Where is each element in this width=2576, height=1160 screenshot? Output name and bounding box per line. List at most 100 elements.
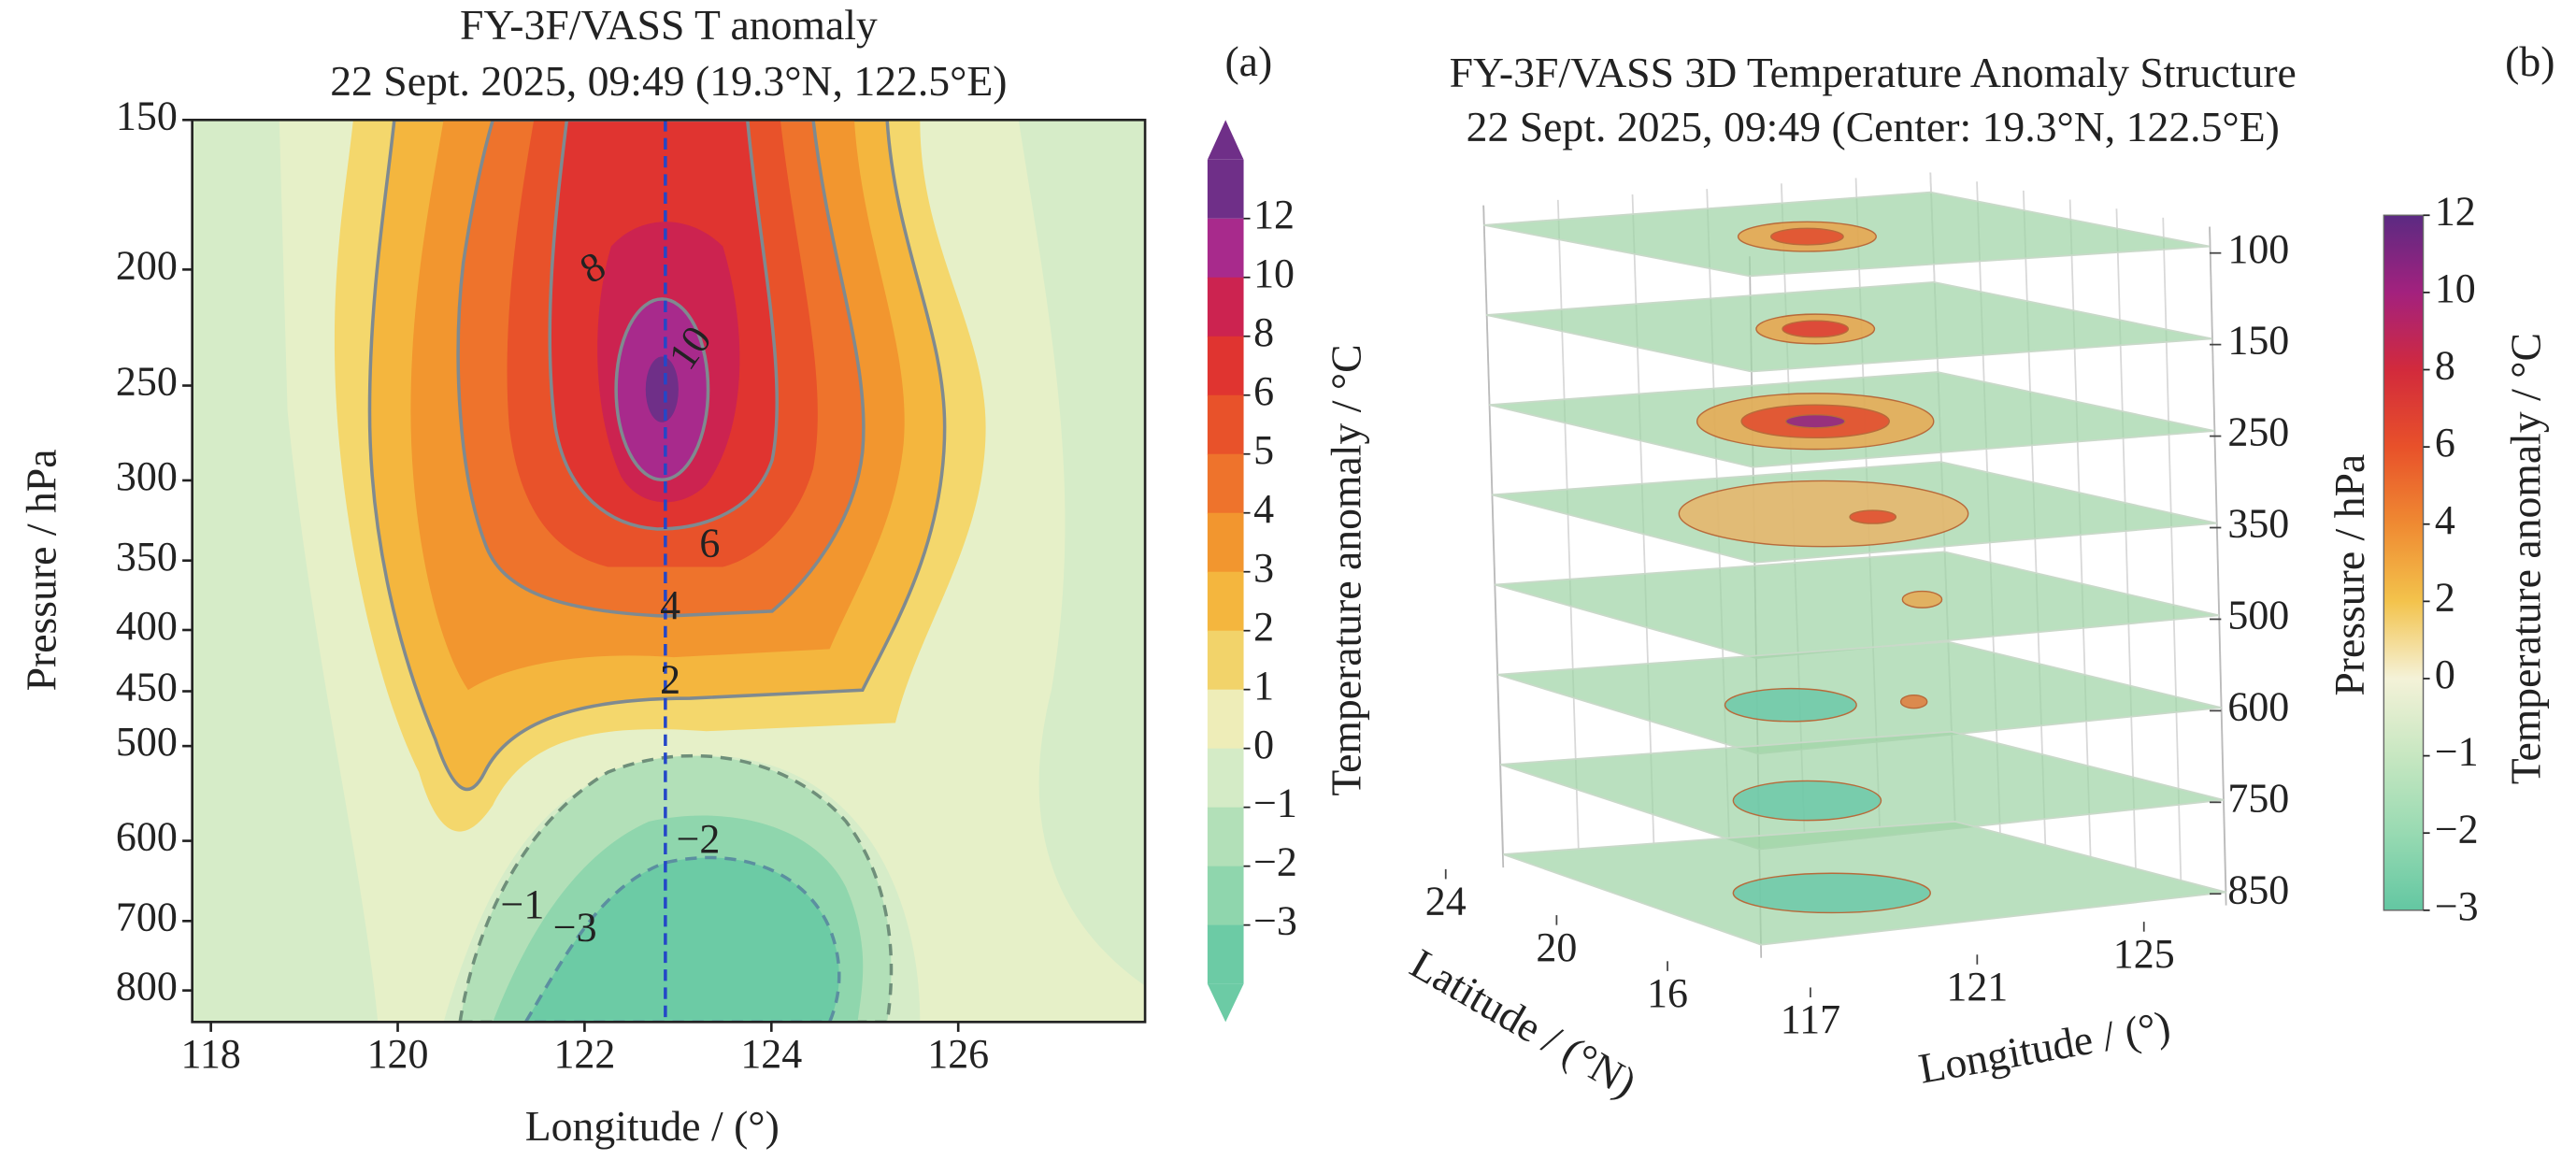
box-edge — [2209, 226, 2227, 906]
z-tick-label: 750 — [2227, 775, 2289, 821]
y-tick-label: 700 — [116, 894, 178, 939]
colorbar-band — [1207, 453, 1244, 514]
colorbar-tick-label: 8 — [2435, 343, 2455, 389]
anomaly-patch — [1849, 509, 1897, 524]
z-tick-label: 600 — [2227, 683, 2289, 729]
box-grid — [1556, 199, 1580, 850]
y-tick-label: 800 — [116, 964, 178, 1010]
colorbar-band — [1207, 159, 1244, 219]
colorbar-band — [1207, 630, 1244, 691]
field-region — [645, 356, 679, 422]
x-tick-label: 121 — [1946, 964, 2008, 1010]
panel-b: FY-3F/VASS 3D Temperature Anomaly Struct… — [1403, 37, 2555, 1107]
z-tick-label: 850 — [2227, 866, 2289, 912]
y-tick-label: 350 — [116, 534, 178, 580]
chart-subtitle: 22 Sept. 2025, 09:49 (Center: 19.3°N, 12… — [1467, 103, 2280, 150]
contour-label: −2 — [677, 816, 721, 862]
colorbar-tick-label: 5 — [1253, 427, 1274, 473]
y-tick-label: 300 — [116, 453, 178, 499]
contour-label: −1 — [501, 881, 545, 927]
y-axis-label: Pressure / hPa — [18, 450, 65, 692]
z-axis-label: Pressure / hPa — [2326, 454, 2373, 696]
chart-subtitle: 22 Sept. 2025, 09:49 (19.3°N, 122.5°E) — [330, 57, 1007, 105]
contour-label: −3 — [553, 905, 597, 951]
colorbar-tick-label: 8 — [1253, 309, 1274, 355]
colorbar-tick-label: 12 — [2435, 188, 2476, 234]
panel-a: FY-3F/VASS T anomaly 22 Sept. 2025, 09:4… — [18, 1, 1370, 1150]
x-tick-label: 117 — [1781, 996, 1840, 1042]
colorbar-tick-label: −2 — [2435, 806, 2479, 852]
y-tick-label: 600 — [116, 814, 178, 860]
colorbar-tick-label: 0 — [2435, 652, 2455, 697]
colorbar-band — [1207, 689, 1244, 750]
colorbar-tick-label: 6 — [1253, 368, 1274, 414]
x-axis-label: Longitude / (°) — [525, 1102, 780, 1150]
colorbar-tick-label: −1 — [2435, 729, 2479, 775]
colorbar-band — [1207, 748, 1244, 809]
colorbar-band — [1207, 336, 1244, 396]
anomaly-patch — [1784, 414, 1846, 429]
pressure-level-plane — [1494, 551, 2220, 660]
y-tick-label: 150 — [116, 93, 178, 138]
z-tick-label: 500 — [2227, 593, 2289, 638]
colorbar-band — [1207, 571, 1244, 632]
colorbar-band — [1207, 277, 1244, 337]
contour-label: 2 — [660, 656, 680, 702]
pressure-level-plane — [1496, 640, 2222, 755]
colorbar-band — [1207, 924, 1244, 984]
colorbar-tick-label: 2 — [1253, 604, 1274, 650]
x-tick-label: 122 — [553, 1031, 615, 1077]
anomaly-patch — [1770, 227, 1844, 246]
y-tick-label: 500 — [116, 719, 178, 765]
colorbar-tick-label: 3 — [1253, 545, 1274, 591]
panel-label: (a) — [1224, 37, 1272, 85]
y-tick-label: 450 — [116, 665, 178, 710]
x-tick-label: 120 — [367, 1031, 429, 1077]
anomaly-patch — [1901, 590, 1943, 609]
z-tick-label: 250 — [2227, 409, 2289, 455]
y-tick-label: 250 — [116, 359, 178, 405]
anomaly-patch — [1732, 872, 1931, 914]
y-tick-label: 24 — [1425, 879, 1467, 924]
z-tick-label: 100 — [2227, 226, 2289, 272]
colorbar-band — [1207, 218, 1244, 279]
anomaly-patch — [1732, 780, 1882, 822]
colorbar-band — [1207, 512, 1244, 573]
colorbar-tick-label: 12 — [1253, 192, 1295, 237]
z-tick-label: 150 — [2227, 318, 2289, 364]
plot-frame — [191, 119, 1147, 1024]
colorbar-tick-label: −2 — [1253, 839, 1297, 885]
x-tick-label: 125 — [2113, 931, 2175, 977]
colorbar-extension — [1207, 120, 1244, 160]
chart-title: FY-3F/VASS 3D Temperature Anomaly Struct… — [1450, 49, 2297, 96]
anomaly-patch — [1724, 687, 1857, 723]
colorbar-tick-label: 4 — [1253, 486, 1274, 532]
contour-label: 4 — [660, 582, 680, 628]
chart-title: FY-3F/VASS T anomaly — [460, 1, 878, 49]
colorbar-band — [1207, 807, 1244, 867]
colorbar — [2383, 214, 2425, 911]
anomaly-patch — [1782, 320, 1850, 338]
colorbar-tick-label: 2 — [2435, 574, 2455, 620]
colorbar-tick-label: 10 — [1253, 251, 1295, 296]
colorbar-band — [1207, 394, 1244, 455]
colorbar-tick-label: 0 — [1253, 722, 1274, 767]
colorbar-label: Temperature anomaly / °C — [2501, 333, 2549, 784]
y-tick-label: 20 — [1536, 924, 1577, 970]
colorbar-tick-label: 10 — [2435, 265, 2476, 311]
anomaly-patch — [1678, 480, 1969, 548]
y-tick-label: 16 — [1647, 970, 1688, 1016]
x-tick-label: 126 — [927, 1031, 989, 1077]
colorbar-band — [1207, 866, 1244, 926]
colorbar-tick-label: −3 — [1253, 898, 1297, 944]
colorbar-label: Temperature anomaly / °C — [1322, 344, 1369, 795]
field-region — [523, 855, 841, 1023]
colorbar-extension — [1207, 983, 1244, 1023]
y-tick-label: 200 — [116, 242, 178, 288]
y-tick-label: 400 — [116, 603, 178, 649]
anomaly-patch — [1899, 694, 1928, 709]
x-tick-label: 118 — [180, 1031, 240, 1077]
colorbar-tick-label: −1 — [1253, 780, 1297, 826]
z-tick-label: 350 — [2227, 501, 2289, 547]
